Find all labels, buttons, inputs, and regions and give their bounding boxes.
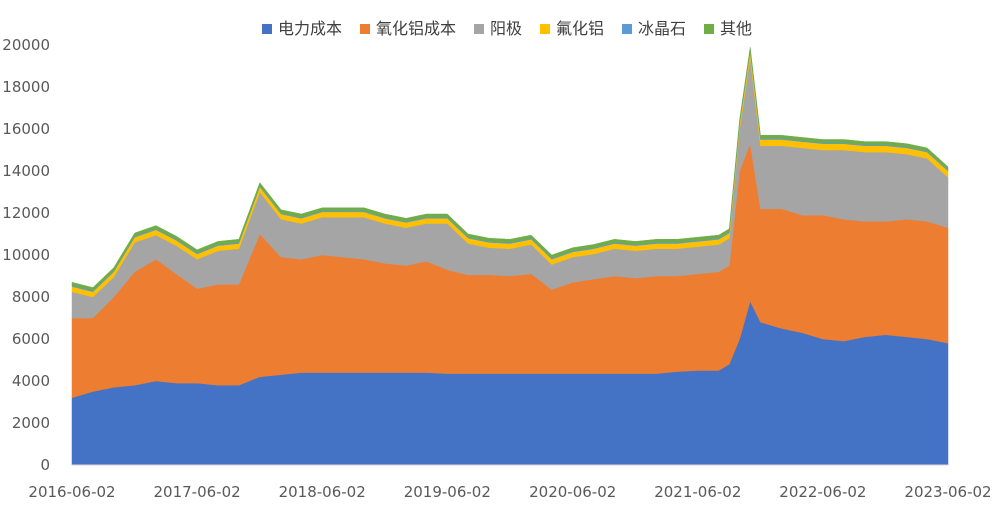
y-tick-label: 16000 (2, 120, 50, 138)
legend: 电力成本 氧化铝成本 阳极 氟化铝 冰晶石 其他 (262, 19, 752, 38)
y-tick-label: 18000 (2, 78, 50, 96)
y-tick-label: 14000 (2, 162, 50, 180)
x-tick-label: 2019-06-02 (404, 483, 491, 501)
legend-label: 其他 (720, 19, 752, 38)
legend-swatch (540, 24, 550, 34)
plot-area (71, 47, 949, 466)
legend-label: 冰晶石 (638, 19, 686, 38)
y-tick-label: 12000 (2, 204, 50, 222)
legend-label: 氟化铝 (556, 19, 604, 38)
y-axis: 0 2000 4000 6000 8000 10000 12000 14000 16000 180… (2, 36, 50, 474)
legend-swatch (704, 24, 714, 34)
legend-label: 电力成本 (278, 19, 342, 38)
y-tick-label: 6000 (12, 330, 50, 348)
y-tick-label: 10000 (2, 246, 50, 264)
x-tick-label: 2016-06-02 (28, 483, 115, 501)
y-tick-label: 20000 (2, 36, 50, 54)
y-tick-label: 8000 (12, 288, 50, 306)
legend-label: 氧化铝成本 (376, 19, 456, 38)
x-tick-label: 2020-06-02 (529, 483, 616, 501)
legend-swatch (262, 24, 272, 34)
legend-label: 阳极 (490, 19, 522, 38)
x-tick-label: 2021-06-02 (654, 483, 741, 501)
legend-swatch (622, 24, 632, 34)
legend-swatch (474, 24, 484, 34)
area-series-6 (71, 47, 949, 291)
x-tick-label: 2017-06-02 (154, 483, 241, 501)
x-tick-label: 2022-06-02 (779, 483, 866, 501)
y-tick-label: 4000 (12, 372, 50, 390)
x-tick-label: 2023-06-02 (904, 483, 991, 501)
legend-swatch (360, 24, 370, 34)
y-tick-label: 2000 (12, 414, 50, 432)
y-tick-label: 0 (40, 456, 50, 474)
x-axis: 2016-06-02 2017-06-02 2018-06-02 2019-06-02… (28, 483, 991, 501)
x-tick-label: 2018-06-02 (279, 483, 366, 501)
